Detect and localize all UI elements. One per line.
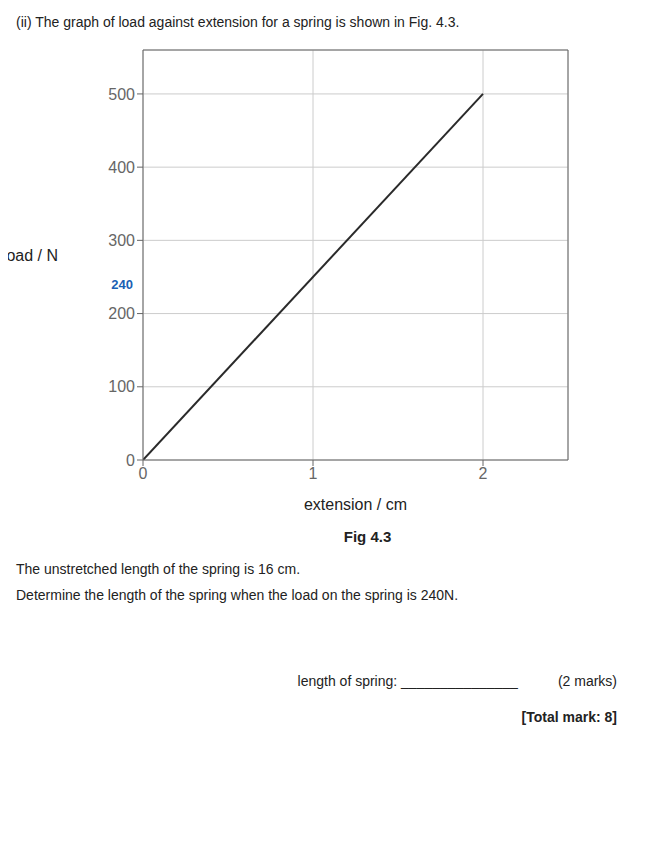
svg-text:0: 0 (126, 452, 135, 469)
svg-text:400: 400 (108, 159, 135, 176)
html-text:length of spring: ____________: length of spring: _______________ (297, 673, 518, 689)
svg-text:100: 100 (108, 378, 135, 395)
svg-text:0: 0 (139, 465, 148, 482)
svg-text:load / N: load / N (8, 247, 58, 264)
svg-text:300: 300 (108, 232, 135, 249)
svg-text:extension / cm: extension / cm (304, 496, 407, 513)
html-text:(ii) The graph of load against: (ii) The graph of load against extension… (16, 14, 460, 30)
svg-text:240: 240 (111, 277, 133, 292)
svg-text:1: 1 (309, 465, 318, 482)
svg-text:200: 200 (108, 305, 135, 322)
html-text:Determine the length of the sp: Determine the length of the spring when … (16, 587, 459, 603)
html-text:Fig 4.3: Fig 4.3 (343, 528, 392, 545)
html-text:(2 marks): (2 marks) (557, 673, 617, 689)
html-text:The unstretched length of the: The unstretched length of the spring is … (16, 561, 300, 577)
html-text:[Total mark: 8]: [Total mark: 8] (521, 709, 617, 725)
svg-text:2: 2 (479, 465, 488, 482)
svg-text:500: 500 (108, 86, 135, 103)
